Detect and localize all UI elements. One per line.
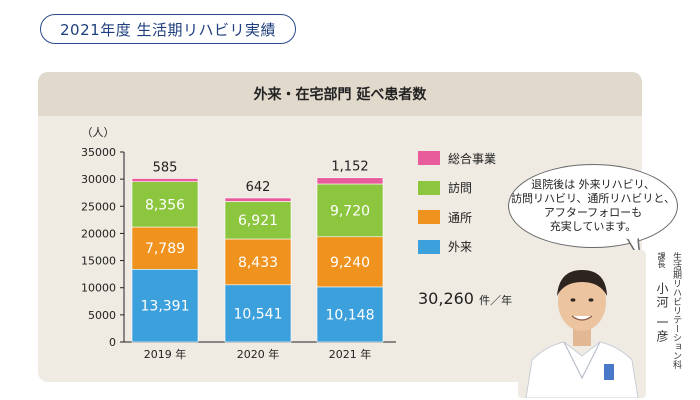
legend-label-sougou: 総合事業 — [448, 151, 497, 166]
staff-role: 課長 — [657, 252, 666, 268]
bar-segment — [224, 197, 292, 202]
data-label: 8,433 — [238, 255, 278, 271]
bar-segment — [131, 226, 199, 270]
legend-item-houmon: 訪問 — [418, 180, 496, 196]
speech-bubble-text: 退院後は 外来リハビリ、 訪問リハビリ、通所リハビリと、 アフターフォローも 充… — [508, 178, 678, 234]
y-tick-label: 5000 — [88, 309, 116, 322]
y-tick-label: 0 — [109, 336, 116, 349]
bar-segment — [131, 181, 199, 228]
legend-item-sougou: 総合事業 — [418, 150, 496, 166]
data-label: 6,921 — [238, 213, 278, 229]
annual-total-unit: 件／年 — [479, 294, 513, 307]
y-tick-label: 30000 — [81, 173, 116, 186]
bar-segment — [224, 284, 292, 343]
legend-swatch-houmon — [418, 180, 440, 195]
legend-label-houmon: 訪問 — [448, 181, 473, 195]
page-title: 2021年度 生活期リハビリ実績 — [40, 14, 296, 44]
data-label: 585 — [153, 160, 178, 175]
data-label: 10,541 — [234, 306, 283, 322]
annual-total: 30,260 件／年 — [418, 289, 512, 308]
y-tick-label: 35000 — [81, 146, 116, 159]
chart-title: 外来・在宅部門 延べ患者数 — [38, 72, 642, 116]
bar-segment — [316, 286, 384, 343]
bar-segment — [131, 178, 199, 182]
legend-swatch-tsusho — [418, 210, 440, 224]
bar-segment — [316, 177, 384, 185]
x-tick-label: 2021 年 — [329, 347, 372, 361]
speech-line-3: アフターフォローも — [543, 206, 643, 219]
legend-item-gairai: 外来 — [418, 239, 496, 255]
data-label: 10,148 — [326, 307, 375, 323]
legend-swatch-sougou — [418, 151, 440, 165]
legend-label-gairai: 外来 — [448, 240, 473, 254]
bar-segment — [224, 238, 292, 286]
staff-department: 生活期リハビリテーション科 — [671, 252, 681, 369]
speech-line-4: 充実しています。 — [549, 220, 637, 233]
chart-legend: 総合事業 訪問 通所 外来 — [418, 150, 496, 268]
bar-segment — [224, 201, 292, 240]
legend-swatch-gairai — [418, 239, 440, 254]
legend-item-tsusho: 通所 — [418, 209, 496, 225]
staff-photo — [518, 250, 646, 398]
y-tick-label: 10000 — [81, 282, 116, 295]
data-label: 7,789 — [145, 241, 185, 257]
data-label: 8,356 — [145, 197, 185, 213]
bar-segment — [131, 269, 199, 343]
bar-segment — [316, 183, 384, 238]
speech-bubble — [508, 164, 678, 248]
y-tick-label: 15000 — [81, 255, 116, 268]
data-label: 1,152 — [331, 160, 368, 175]
y-axis-unit-label: （人） — [82, 126, 115, 139]
data-label: 13,391 — [141, 299, 190, 315]
data-label: 9,240 — [330, 255, 370, 271]
data-label: 642 — [246, 180, 271, 195]
x-tick-label: 2019 年 — [144, 347, 187, 361]
y-tick-label: 20000 — [81, 227, 116, 240]
staff-name: 小河 一彦 — [655, 282, 669, 344]
x-tick-label: 2020 年 — [237, 347, 280, 361]
annual-total-value: 30,260 — [418, 289, 474, 308]
legend-label-tsusho: 通所 — [448, 210, 473, 225]
speech-line-1: 退院後は 外来リハビリ、 — [531, 178, 655, 191]
speech-line-2: 訪問リハビリ、通所リハビリと、 — [511, 192, 675, 205]
data-label: 9,720 — [330, 203, 370, 219]
y-tick-label: 25000 — [81, 200, 116, 213]
